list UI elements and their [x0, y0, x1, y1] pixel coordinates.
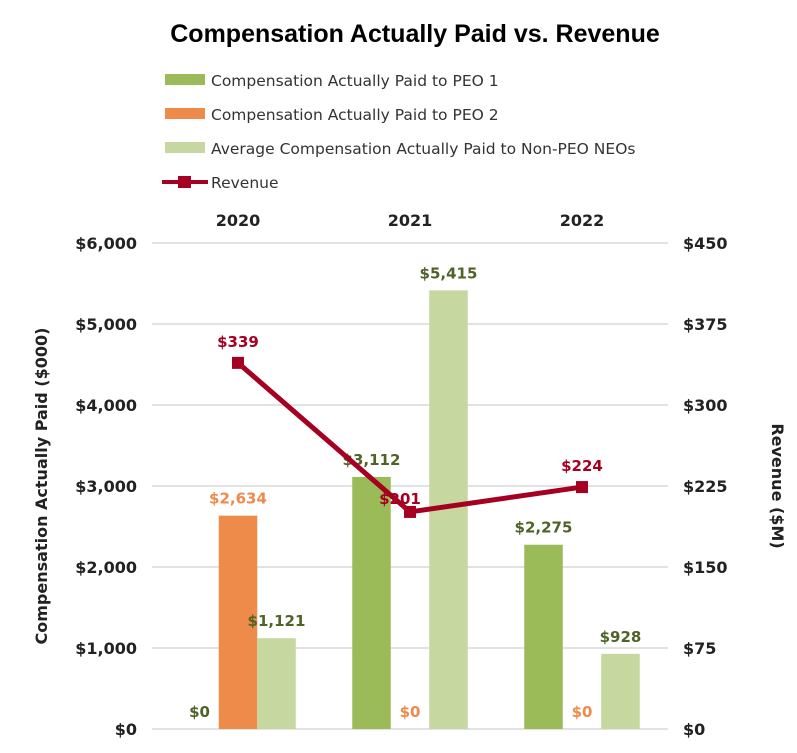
line-marker [232, 356, 244, 369]
legend-swatch [165, 74, 205, 85]
legend-label: Compensation Actually Paid to PEO 2 [211, 106, 499, 124]
y2-tick-label: $0 [683, 720, 705, 739]
bar [257, 638, 296, 729]
y2-tick-label: $225 [683, 477, 728, 496]
legend-label: Revenue [211, 174, 279, 192]
legend: Compensation Actually Paid to PEO 1 Compe… [162, 72, 635, 192]
y-tick-label: $3,000 [75, 477, 137, 496]
y-tick-label: $2,000 [75, 558, 137, 577]
y-tick-label: $4,000 [75, 396, 137, 415]
y-tick-label: $5,000 [75, 315, 137, 334]
y2-tick-label: $375 [683, 315, 728, 334]
x-tick-label: 2021 [388, 211, 433, 230]
line-marker [404, 505, 416, 518]
data-label: $0 [189, 703, 210, 721]
data-label: $2,634 [209, 490, 267, 508]
x-tick-label: 2020 [216, 211, 261, 230]
data-label: $339 [217, 333, 259, 351]
y2-tick-label: $300 [683, 396, 728, 415]
data-label: $201 [379, 490, 421, 508]
bar [218, 515, 258, 729]
data-label: $5,415 [420, 264, 478, 282]
y-tick-label: $0 [115, 720, 137, 739]
y2-tick-label: $150 [683, 558, 728, 577]
line-marker [576, 481, 588, 494]
data-label: $1,121 [248, 612, 306, 630]
legend-marker [178, 176, 191, 188]
bar [601, 653, 640, 729]
y2-tick-label: $450 [683, 234, 728, 253]
axis-ticks: $0 $0 $1,000 $75 $2,000 $150 $3,000 $225 $4,000 $… [75, 211, 727, 739]
bar [524, 544, 563, 729]
bar [352, 476, 391, 729]
chart-title: Compensation Actually Paid vs. Revenue [170, 20, 660, 48]
legend-swatch [165, 108, 205, 119]
y2-tick-label: $75 [683, 639, 716, 658]
y-tick-label: $1,000 [75, 639, 137, 658]
y-axis-label: Compensation Actually Paid ($000) [32, 328, 51, 645]
revenue-line: $339 $201 $224 [217, 333, 603, 518]
y-tick-label: $6,000 [75, 234, 137, 253]
data-label: $2,275 [515, 519, 573, 537]
x-tick-label: 2022 [560, 211, 605, 230]
data-label: $224 [561, 457, 603, 475]
data-label: $928 [600, 628, 642, 646]
data-label: $0 [572, 703, 593, 721]
y2-axis-label: Revenue ($M) [768, 423, 787, 548]
legend-label: Average Compensation Actually Paid to No… [211, 140, 635, 158]
legend-label: Compensation Actually Paid to PEO 1 [211, 72, 499, 90]
data-label: $0 [400, 703, 421, 721]
legend-swatch [165, 142, 205, 153]
